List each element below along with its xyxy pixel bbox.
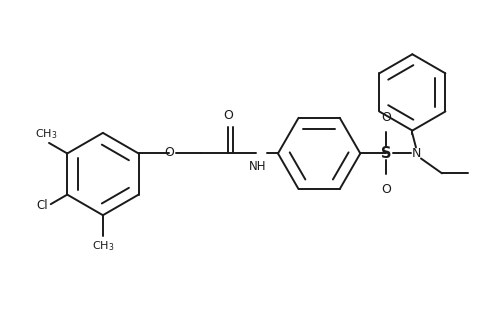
- Text: S: S: [380, 146, 391, 161]
- Text: CH$_3$: CH$_3$: [92, 239, 114, 253]
- Text: O: O: [381, 111, 390, 124]
- Text: O: O: [381, 183, 390, 196]
- Text: N: N: [410, 147, 420, 160]
- Text: Cl: Cl: [37, 199, 48, 212]
- Text: O: O: [164, 146, 174, 159]
- Text: O: O: [223, 110, 232, 122]
- Text: NH: NH: [248, 160, 266, 173]
- Text: CH$_3$: CH$_3$: [35, 128, 58, 141]
